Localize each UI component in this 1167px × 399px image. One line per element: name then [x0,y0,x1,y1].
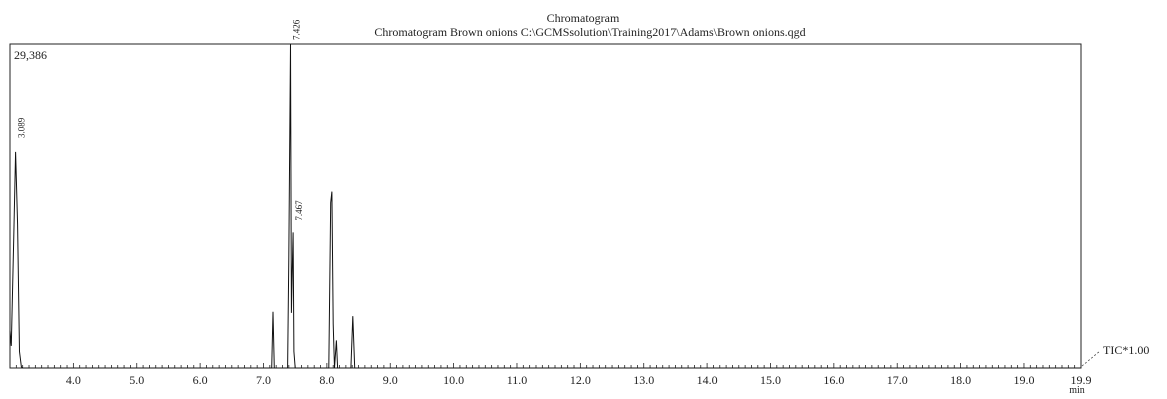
peak-label: 7.467 [294,200,304,221]
x-tick-label: 9.0 [383,373,398,387]
trace-label-leader [1081,350,1101,367]
chart-title: Chromatogram [547,11,620,25]
x-tick-label: 16.0 [823,373,844,387]
trace-label: TIC*1.00 [1103,343,1149,357]
x-tick-label: 12.0 [570,373,591,387]
peak-label: 7.426 [291,19,301,40]
x-tick-label: 13.0 [633,373,654,387]
x-tick-label: 18.0 [950,373,971,387]
x-tick-label: 6.0 [193,373,208,387]
x-tick-label: 4.0 [66,373,81,387]
x-tick-label: 19.0 [1013,373,1034,387]
x-tick-label: 14.0 [697,373,718,387]
tic-trace-line [9,43,1081,369]
x-tick-label: 7.0 [256,373,271,387]
x-tick-label: 5.0 [129,373,144,387]
x-axis-tick-labels: 4.0 5.0 6.0 7.0 8.0 9.0 10.0 11.0 12.0 13.0 14.0 15… [66,373,1092,387]
x-axis-ticks [9,363,1082,368]
x-tick-label: 17.0 [887,373,908,387]
chart-subtitle: Chromatogram Brown onions C:\GCMSsolutio… [374,25,805,39]
peak-labels: 3.089 7.426 7.467 [17,19,304,220]
x-tick-label: 8.0 [319,373,334,387]
x-tick-label: 10.0 [443,373,464,387]
y-max-label: 29,386 [14,48,47,62]
plot-frame [9,43,1082,369]
x-axis-label: min [1069,385,1085,396]
x-tick-label: 19.9 [1071,373,1092,387]
x-tick-label: 11.0 [507,373,528,387]
peak-label: 3.089 [17,117,27,138]
x-tick-label: 15.0 [760,373,781,387]
